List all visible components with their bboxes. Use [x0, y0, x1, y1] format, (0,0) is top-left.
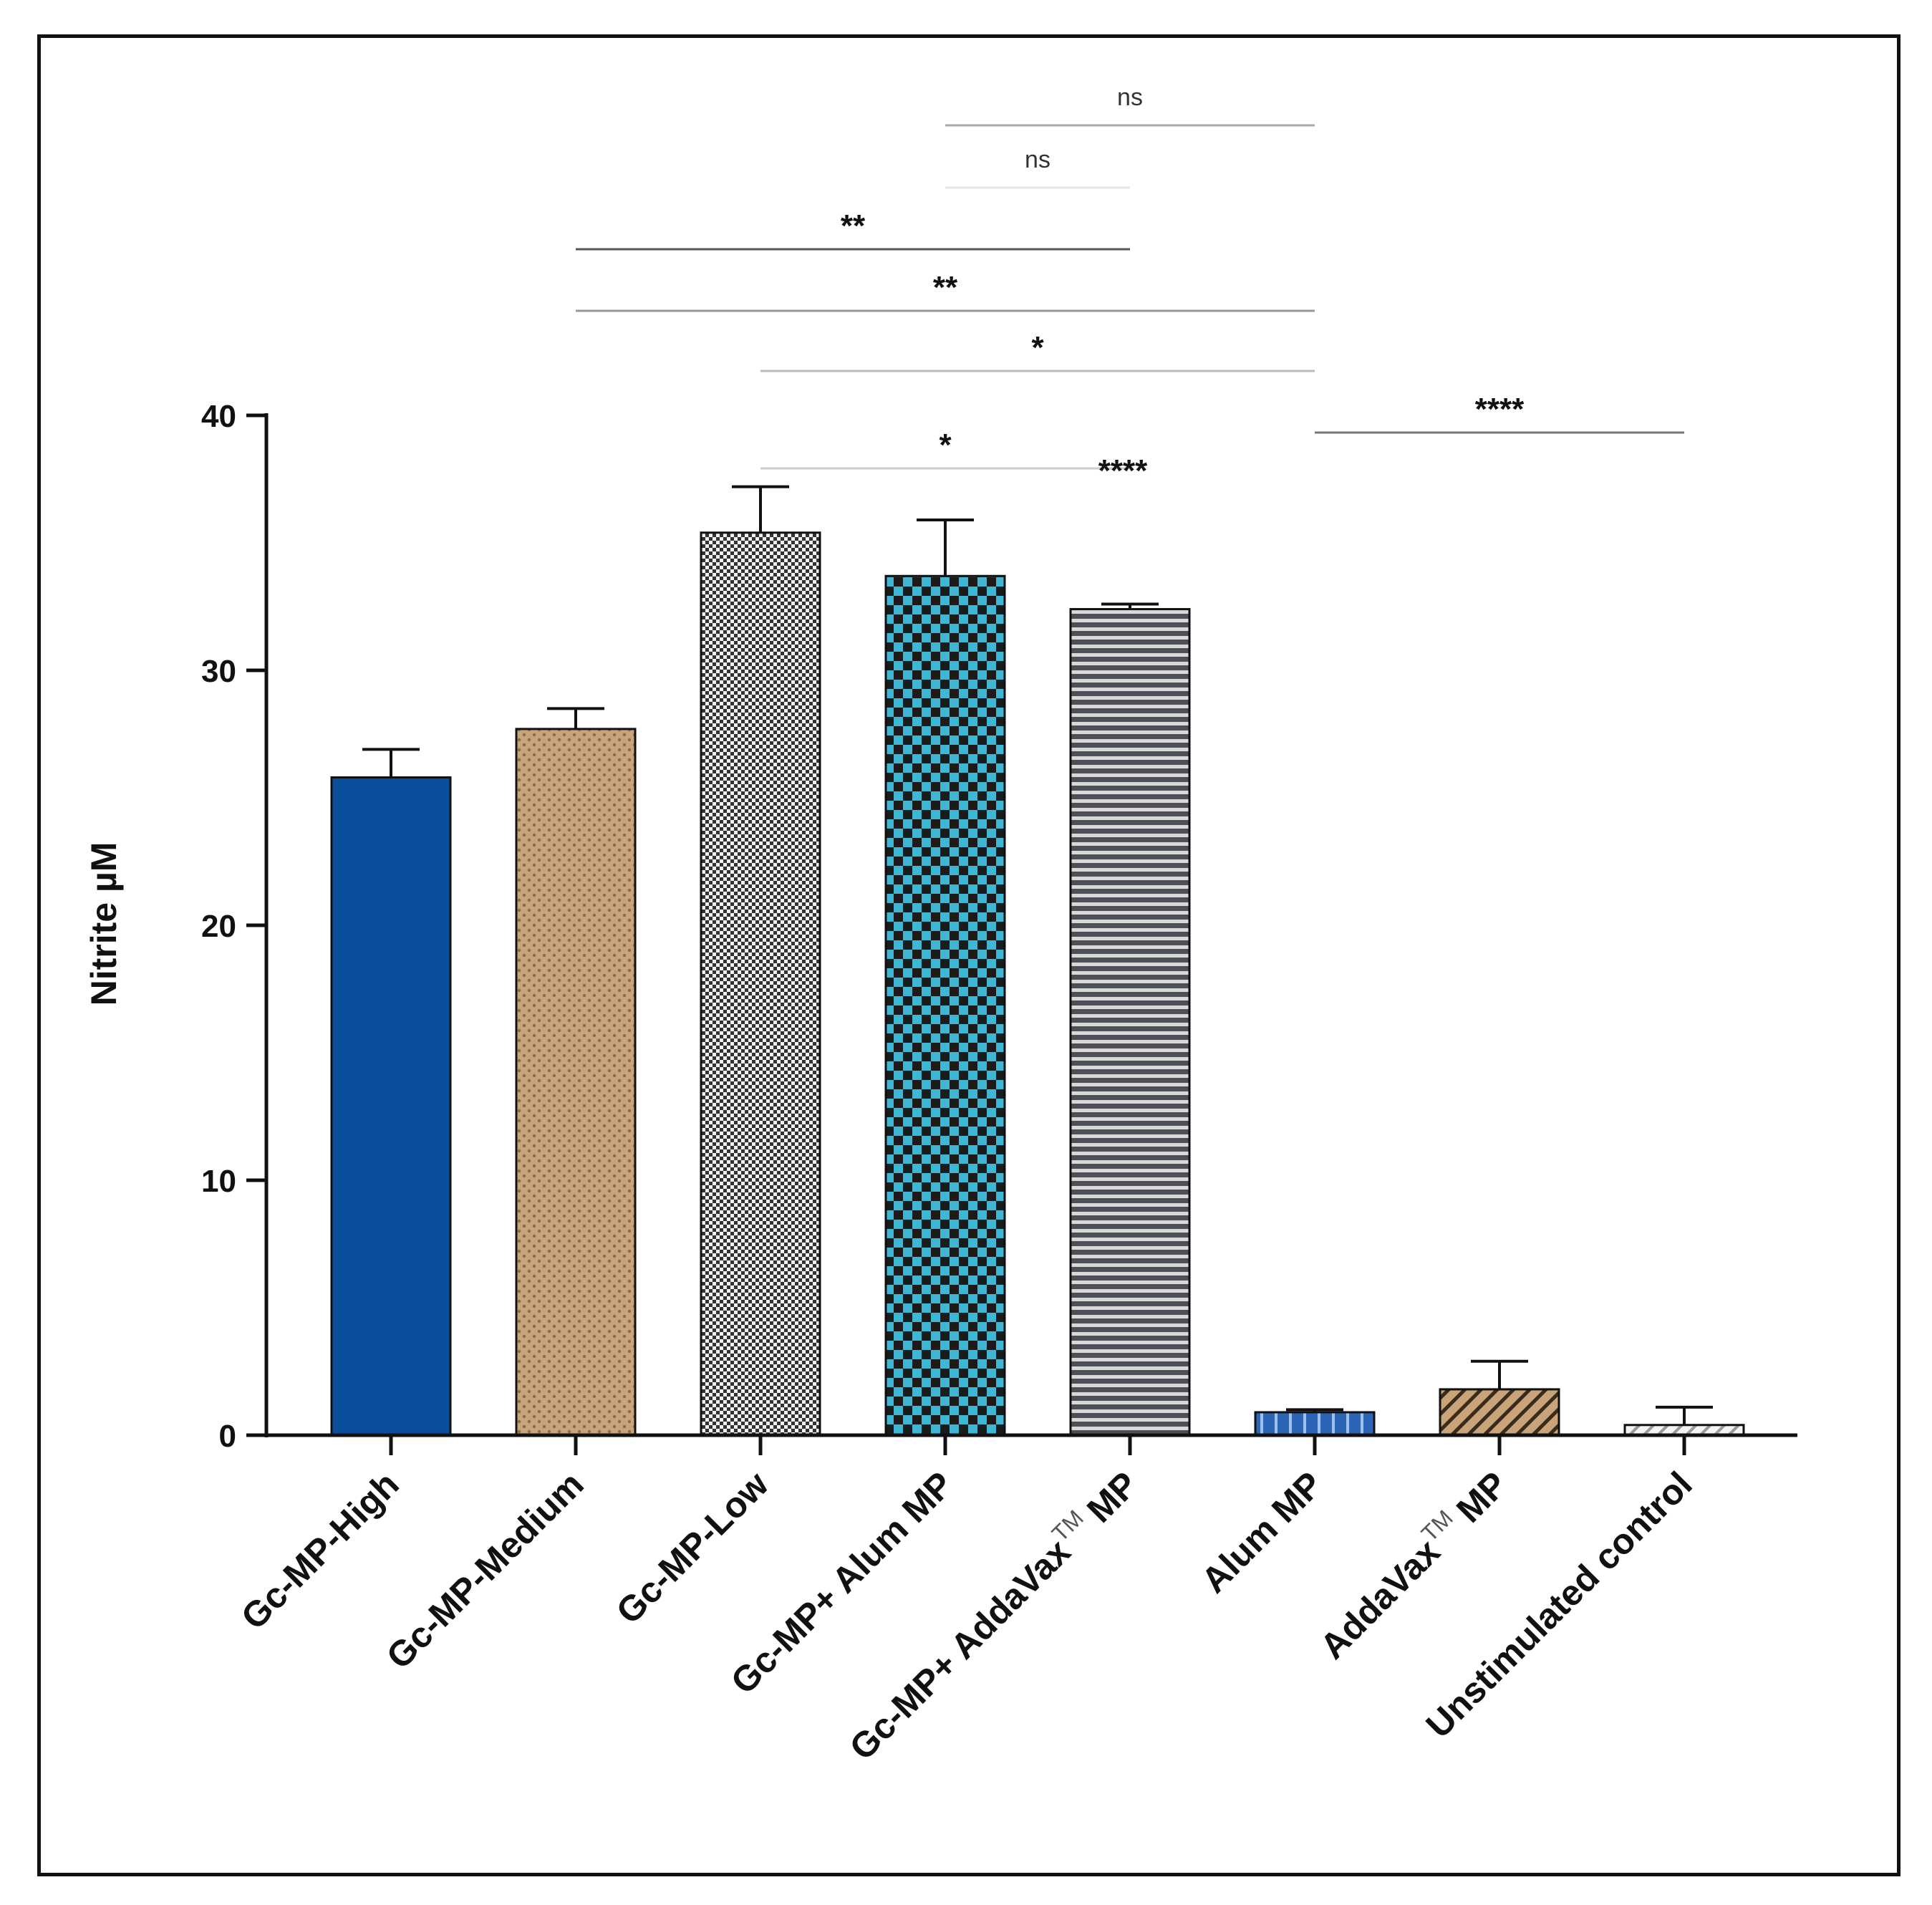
category-label: Gc-MP-High — [233, 1464, 407, 1637]
category-label: Gc-MP-Low — [609, 1464, 776, 1631]
y-tick-label: 30 — [201, 654, 236, 689]
y-tick-label: 20 — [201, 909, 236, 944]
category-label: AddaVaxTMMP — [1309, 1461, 1515, 1667]
bars — [330, 531, 1745, 1437]
bar — [700, 531, 821, 1437]
category-label: Gc-MP-Medium — [379, 1464, 591, 1677]
y-axis-title: Nitrite µM — [84, 842, 124, 1006]
category-label: Alum MP — [1194, 1464, 1330, 1601]
bar — [884, 574, 1006, 1437]
significance-label: ** — [841, 208, 866, 243]
figure-frame — [37, 34, 1900, 1876]
significance-label: * — [1031, 330, 1044, 365]
significance-label: ns — [1117, 84, 1143, 111]
significance-label: ** — [933, 270, 958, 305]
axes — [264, 413, 1797, 1455]
bar — [1439, 1388, 1560, 1437]
significance-label: * — [939, 428, 952, 463]
category-label: Gc-MP+ AddaVaxTMMP — [839, 1461, 1146, 1768]
y-tick-label: 0 — [219, 1419, 236, 1454]
significance-label: ns — [1025, 146, 1050, 173]
error-bars — [362, 485, 1713, 1425]
y-tick-label: 40 — [201, 399, 236, 434]
bar — [1254, 1411, 1376, 1437]
bar — [515, 728, 637, 1437]
bar — [1069, 608, 1191, 1437]
bar — [330, 776, 452, 1437]
significance-label: **** — [1475, 392, 1525, 427]
y-axis-ticks: 0 10 20 30 40 — [201, 399, 266, 1454]
bar-significance-label: **** — [1098, 453, 1148, 488]
y-tick-label: 10 — [201, 1164, 236, 1199]
